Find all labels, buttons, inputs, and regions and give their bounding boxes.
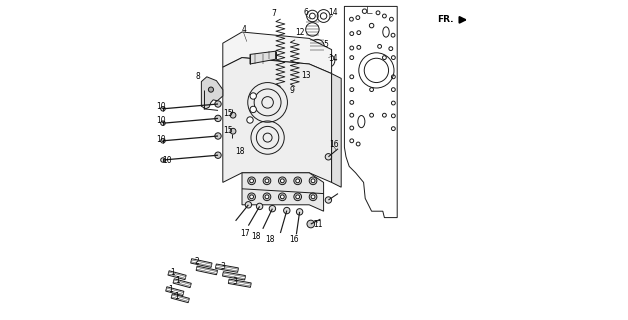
Text: 18: 18 [235, 147, 244, 156]
Text: 9: 9 [289, 86, 294, 95]
Circle shape [284, 207, 290, 214]
Circle shape [311, 179, 315, 183]
Polygon shape [223, 58, 332, 182]
Text: 1: 1 [174, 292, 179, 301]
Circle shape [311, 195, 315, 199]
Circle shape [325, 197, 332, 203]
Text: 10: 10 [156, 102, 166, 111]
Text: 8: 8 [196, 72, 200, 81]
Circle shape [161, 107, 165, 111]
Text: 10: 10 [156, 116, 166, 125]
Circle shape [161, 158, 165, 162]
Text: 3: 3 [232, 277, 237, 286]
Text: 7: 7 [271, 9, 276, 18]
Text: 16: 16 [289, 235, 299, 244]
Circle shape [230, 112, 236, 118]
Text: 13: 13 [301, 71, 311, 80]
Circle shape [309, 193, 317, 201]
Circle shape [294, 193, 301, 201]
Circle shape [215, 101, 221, 107]
Polygon shape [223, 273, 245, 279]
Circle shape [250, 179, 254, 183]
Polygon shape [173, 280, 191, 286]
Text: 12: 12 [296, 28, 305, 36]
Polygon shape [168, 272, 186, 278]
Text: 11: 11 [313, 220, 323, 229]
Polygon shape [215, 264, 239, 272]
Polygon shape [229, 279, 251, 287]
Text: 15: 15 [224, 126, 233, 135]
Circle shape [280, 179, 284, 183]
Circle shape [307, 220, 315, 228]
Text: 18: 18 [251, 232, 261, 241]
Polygon shape [173, 279, 192, 288]
Text: 10: 10 [156, 135, 166, 144]
Circle shape [296, 195, 300, 199]
Polygon shape [168, 271, 186, 280]
Text: 1: 1 [176, 276, 180, 285]
Circle shape [265, 179, 269, 183]
Text: 14: 14 [328, 54, 337, 63]
Polygon shape [332, 74, 341, 187]
Circle shape [250, 106, 256, 113]
Polygon shape [216, 265, 238, 271]
Circle shape [256, 203, 263, 210]
Circle shape [309, 177, 317, 185]
Polygon shape [229, 280, 251, 286]
Polygon shape [171, 294, 189, 303]
Polygon shape [242, 173, 323, 211]
Circle shape [296, 209, 303, 215]
Polygon shape [196, 266, 217, 275]
Text: 6: 6 [303, 8, 308, 17]
Circle shape [215, 133, 221, 139]
Text: 18: 18 [265, 235, 274, 244]
Text: 15: 15 [224, 109, 233, 118]
Circle shape [325, 154, 332, 160]
Text: 17: 17 [240, 229, 250, 238]
Circle shape [248, 177, 256, 185]
Text: 3: 3 [220, 262, 225, 271]
Polygon shape [197, 268, 217, 273]
Circle shape [269, 205, 276, 212]
Polygon shape [191, 259, 212, 268]
Circle shape [296, 179, 300, 183]
Circle shape [263, 193, 271, 201]
Circle shape [250, 93, 256, 99]
Polygon shape [223, 32, 332, 74]
Circle shape [245, 202, 252, 208]
Text: 14: 14 [328, 8, 337, 17]
Text: 2: 2 [194, 257, 199, 266]
Circle shape [263, 177, 271, 185]
Text: 1: 1 [170, 268, 175, 277]
Polygon shape [191, 260, 212, 266]
Circle shape [280, 195, 284, 199]
Circle shape [250, 195, 254, 199]
Circle shape [161, 121, 165, 125]
Polygon shape [222, 272, 246, 280]
Circle shape [248, 193, 256, 201]
Circle shape [278, 193, 286, 201]
Circle shape [208, 87, 214, 92]
Text: 4: 4 [241, 25, 246, 34]
Circle shape [215, 115, 221, 122]
Text: 16: 16 [329, 140, 338, 149]
Circle shape [230, 128, 236, 134]
Circle shape [215, 152, 221, 158]
Circle shape [247, 117, 253, 123]
Text: 1: 1 [168, 285, 173, 294]
Text: 10: 10 [162, 156, 171, 165]
Polygon shape [171, 295, 189, 301]
Circle shape [294, 177, 301, 185]
Polygon shape [166, 288, 183, 294]
Text: 5: 5 [323, 40, 328, 49]
Polygon shape [202, 77, 223, 109]
Polygon shape [250, 51, 276, 64]
Circle shape [265, 195, 269, 199]
Circle shape [161, 139, 165, 143]
Polygon shape [166, 287, 184, 296]
Text: FR.: FR. [436, 15, 453, 24]
Circle shape [278, 177, 286, 185]
